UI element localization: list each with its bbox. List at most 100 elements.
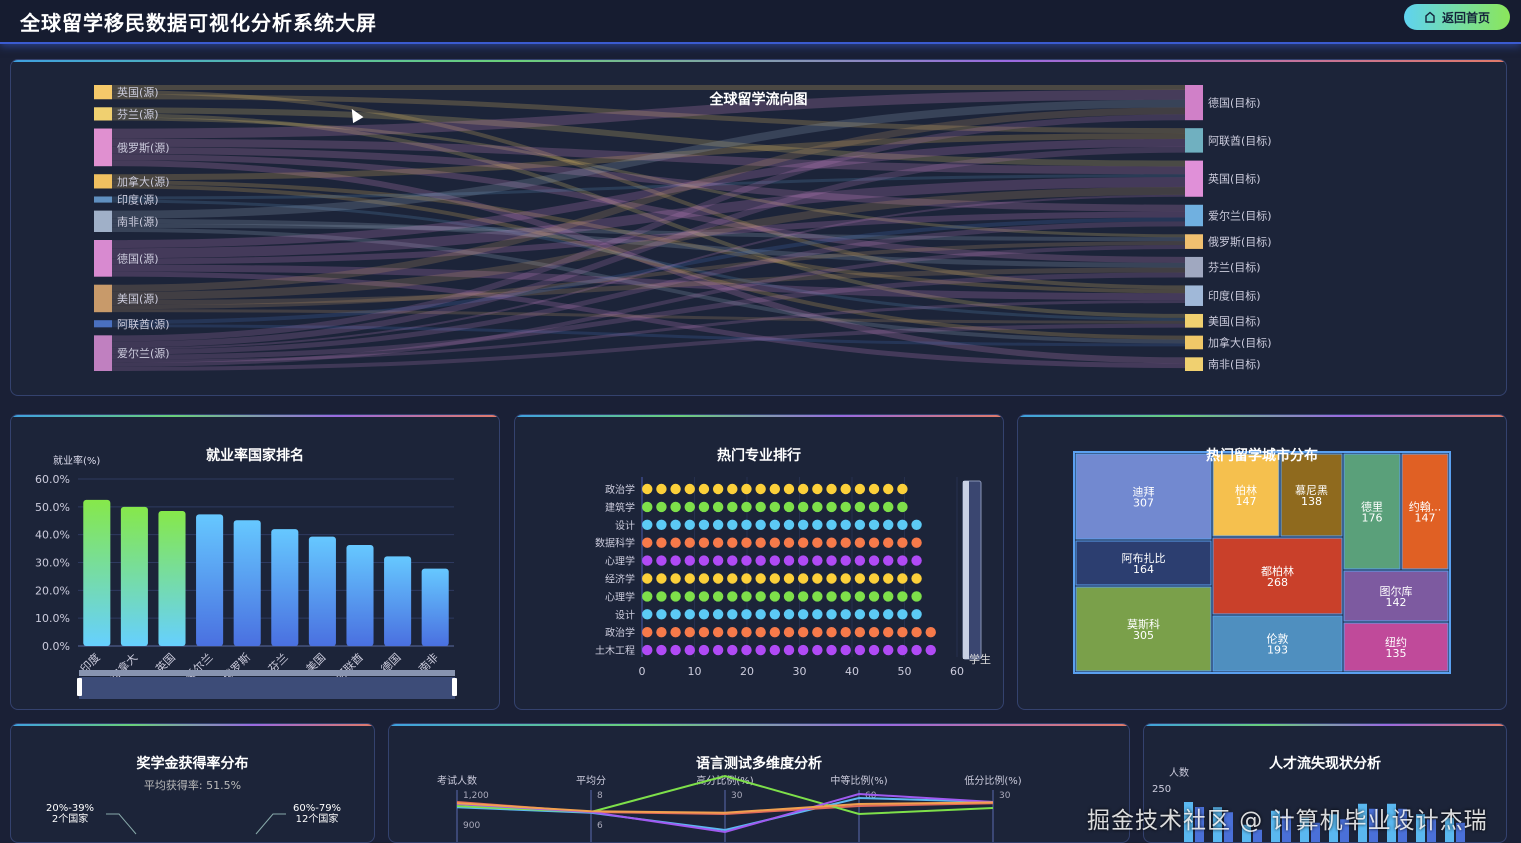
sankey-source-node (94, 320, 112, 327)
dot-mark (855, 555, 865, 565)
dot-mark (741, 627, 751, 637)
dot-mark (656, 627, 666, 637)
dot-mark (826, 591, 836, 601)
dot-mark (642, 538, 652, 548)
sankey-source-label: 印度(源) (117, 193, 159, 207)
dot-mark (897, 555, 907, 565)
datazoom-handle-right (452, 678, 457, 696)
y-tick-label: 60.0% (35, 473, 70, 486)
employment-title: 就业率国家排名 (11, 445, 499, 465)
dot-mark (855, 538, 865, 548)
dot-mark (656, 591, 666, 601)
dot-mark (699, 645, 709, 655)
dot-mark (897, 645, 907, 655)
dot-mark (755, 645, 765, 655)
dot-mark (755, 502, 765, 512)
dot-mark (670, 502, 680, 512)
dot-mark (741, 538, 751, 548)
sankey-target-node (1185, 205, 1203, 226)
sankey-target-node (1185, 336, 1203, 350)
dot-mark (670, 645, 680, 655)
treemap-cell-value: 305 (1133, 629, 1154, 642)
dot-mark (841, 520, 851, 530)
dot-mark (755, 538, 765, 548)
x-tick-label: 0 (639, 665, 646, 678)
dot-mark (685, 627, 695, 637)
dot-mark (685, 520, 695, 530)
dot-mark (841, 591, 851, 601)
axis-tick-label: 900 (463, 821, 480, 831)
sankey-target-label: 美国(目标) (1208, 314, 1261, 328)
dot-mark (713, 538, 723, 548)
dot-mark (841, 609, 851, 619)
dot-mark (656, 484, 666, 494)
language-parallel-chart[interactable]: 考试人数1,200900平均分86高分比例(%)30中等比例(%)60低分比例(… (389, 724, 1130, 843)
sankey-target-label: 俄罗斯(目标) (1208, 235, 1272, 249)
dot-mark (770, 645, 780, 655)
cities-title: 热门留学城市分布 (1018, 445, 1506, 465)
bar (309, 537, 336, 646)
dot-mark (855, 502, 865, 512)
dot-mark (642, 573, 652, 583)
dot-mark (699, 538, 709, 548)
dot-mark (727, 573, 737, 583)
x-tick-label: 20 (740, 665, 754, 678)
dot-mark (798, 555, 808, 565)
dot-mark (784, 609, 794, 619)
sankey-target-node (1185, 357, 1203, 371)
axis-tick-label: 8 (597, 791, 603, 801)
dot-mark (826, 538, 836, 548)
dot-mark (741, 609, 751, 619)
dot-mark (642, 555, 652, 565)
sankey-source-label: 阿联酋(源) (117, 317, 170, 331)
sankey-chart[interactable]: 英国(源)芬兰(源)俄罗斯(源)加拿大(源)印度(源)南非(源)德国(源)美国(… (11, 60, 1507, 396)
dot-mark (841, 538, 851, 548)
dot-mark (656, 555, 666, 565)
dot-mark (727, 591, 737, 601)
dot-mark (770, 573, 780, 583)
dot-mark (770, 555, 780, 565)
dot-mark (841, 484, 851, 494)
treemap-cell-value: 164 (1133, 563, 1154, 576)
dot-mark (883, 520, 893, 530)
sankey-target-node (1185, 285, 1203, 306)
dot-mark (727, 502, 737, 512)
dot-mark (755, 520, 765, 530)
slider-handle (963, 481, 969, 659)
home-button[interactable]: 返回首页 (1404, 4, 1510, 30)
dot-mark (883, 538, 893, 548)
sankey-target-label: 南非(目标) (1208, 357, 1261, 371)
dot-mark (841, 627, 851, 637)
x-tick-label: 40 (845, 665, 859, 678)
dot-mark (727, 645, 737, 655)
dot-mark (841, 645, 851, 655)
dot-mark (713, 609, 723, 619)
y-tick-label: 30.0% (35, 557, 70, 570)
dot-mark (812, 591, 822, 601)
sankey-source-label: 美国(源) (117, 291, 159, 305)
dot-mark (755, 627, 765, 637)
dot-mark (897, 591, 907, 601)
x-tick-label: 60 (950, 665, 964, 678)
dot-mark (911, 609, 921, 619)
treemap-cell-value: 307 (1133, 497, 1154, 510)
dot-mark (812, 520, 822, 530)
dot-mark (869, 538, 879, 548)
sankey-target-label: 加拿大(目标) (1208, 335, 1272, 349)
dot-mark (755, 573, 765, 583)
dot-mark (670, 555, 680, 565)
dot-mark (869, 484, 879, 494)
dot-mark (685, 573, 695, 583)
dot-mark (713, 484, 723, 494)
dot-mark (798, 538, 808, 548)
sankey-target-node (1185, 234, 1203, 249)
dot-mark (770, 627, 780, 637)
dot-mark (798, 645, 808, 655)
dot-mark (642, 502, 652, 512)
sankey-source-node (94, 285, 112, 313)
sankey-source-node (94, 211, 112, 232)
y-tick-label: 40.0% (35, 529, 70, 542)
axis-name: 中等比例(%) (830, 774, 887, 787)
dot-mark (770, 609, 780, 619)
dot-mark (897, 573, 907, 583)
